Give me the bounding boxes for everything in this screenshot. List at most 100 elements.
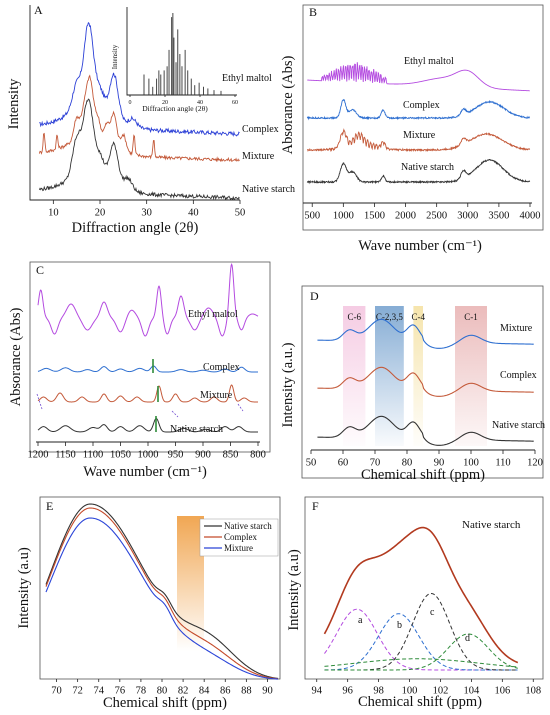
a-inset-x-tick-label-0: 0 xyxy=(129,100,132,106)
a-x-tick-label-10: 10 xyxy=(48,208,59,219)
series-e-native-starch xyxy=(45,503,279,680)
panel-b-xlabel: Wave number (cm⁻¹) xyxy=(358,238,482,254)
series-a-native-starch xyxy=(38,98,240,201)
f-x-tick-label-94: 94 xyxy=(311,686,322,697)
label-b-complex: Complex xyxy=(403,100,440,111)
region-1 xyxy=(375,306,404,446)
panel-b-frame xyxy=(302,4,544,231)
panel-d-regions: C-6 C-2,3,5 C-4 C-1 xyxy=(343,306,487,446)
series-a-complex xyxy=(39,21,240,137)
region-label-1: C-2,3,5 xyxy=(376,312,404,322)
panel-f: F Native starch 94 96 98 100 102 104 106 108 Ch… xyxy=(286,496,544,710)
e-x-tick-label-72: 72 xyxy=(72,686,83,697)
series-f-c xyxy=(324,592,518,671)
series-d-native-starch xyxy=(317,415,534,446)
e-x-tick-label-78: 78 xyxy=(136,686,147,697)
label-f-c: c xyxy=(430,607,435,618)
inset-ylabel: Intensity xyxy=(111,44,119,69)
region-0 xyxy=(343,306,366,446)
series-f-d xyxy=(324,633,518,671)
e-x-tick-label-90: 90 xyxy=(262,686,273,697)
a-x-tick-label-40: 40 xyxy=(188,208,199,219)
series-b-complex xyxy=(306,98,531,121)
d-x-tick-label-70: 70 xyxy=(370,458,381,469)
f-x-tick-label-102: 102 xyxy=(433,686,449,697)
c-x-tick-label-950: 950 xyxy=(168,450,184,461)
region-2 xyxy=(413,306,423,446)
arrow-1 xyxy=(36,393,43,410)
panel-e-label: E xyxy=(46,499,53,513)
b-x-tick-label-4000: 4000 xyxy=(520,211,541,222)
panel-d-xticks: 50 60 70 80 90 100 110 120 xyxy=(306,450,543,469)
panel-c-label: C xyxy=(36,263,44,277)
label-c-ethyl-maltol: Ethyl maltol xyxy=(188,309,238,320)
b-x-tick-label-2500: 2500 xyxy=(426,211,447,222)
panel-d-label: D xyxy=(310,289,319,303)
e-x-tick-label-80: 80 xyxy=(157,686,168,697)
label-a-native: Native starch xyxy=(242,184,295,195)
series-f-b xyxy=(324,613,518,671)
panel-c-frame xyxy=(29,261,271,453)
label-c-complex: Complex xyxy=(203,362,240,373)
b-x-tick-label-3000: 3000 xyxy=(457,211,478,222)
series-b-ethyl-maltol xyxy=(307,62,530,92)
panel-d: D C-6 C-2,3,5 C-4 C-1 50 60 70 80 90 100 110 120 C… xyxy=(280,285,545,483)
label-b-mixture: Mixture xyxy=(403,130,436,141)
f-x-tick-label-96: 96 xyxy=(342,686,353,697)
d-x-tick-label-110: 110 xyxy=(495,458,510,469)
panel-a-xticks: 10 20 30 40 50 xyxy=(48,200,245,219)
panel-c-xlabel: Wave number (cm⁻¹) xyxy=(83,464,207,480)
panel-f-title: Native starch xyxy=(462,519,521,531)
legend-mixture: Mixture xyxy=(224,543,253,553)
panel-b-ylabel: Absorance (Abs) xyxy=(280,56,296,155)
series-e-complex xyxy=(45,507,279,680)
panel-d-ylabel: Intensity (a.u.) xyxy=(280,342,296,427)
a-inset-x-tick-label-20: 20 xyxy=(162,100,168,106)
c-x-tick-label-1150: 1150 xyxy=(55,450,76,461)
panel-c-markers xyxy=(152,359,159,432)
panel-e: E 70 72 74 76 78 80 82 84 86 88 90 Chemical shift … xyxy=(16,496,281,711)
legend-native: Native starch xyxy=(224,521,272,531)
e-x-tick-label-76: 76 xyxy=(115,686,126,697)
region-label-2: C-4 xyxy=(411,312,425,322)
series-d-mixture xyxy=(317,318,534,349)
b-x-tick-label-3500: 3500 xyxy=(488,211,509,222)
b-x-tick-label-2000: 2000 xyxy=(395,211,416,222)
b-x-tick-label-1500: 1500 xyxy=(364,211,385,222)
c-x-tick-label-1200: 1200 xyxy=(28,450,49,461)
panel-f-label: F xyxy=(312,499,319,513)
d-x-tick-label-90: 90 xyxy=(434,458,445,469)
panel-f-frame xyxy=(304,496,544,680)
panel-d-frame xyxy=(301,285,544,479)
series-e-mixture xyxy=(45,517,279,680)
panel-f-xticks: 94 96 98 100 102 104 106 108 xyxy=(311,679,541,697)
inset-ethyl-maltol-pattern xyxy=(143,13,222,95)
d-x-tick-label-120: 120 xyxy=(527,458,543,469)
panel-a-ylabel: Intensity xyxy=(6,78,22,129)
series-c-mixture xyxy=(37,384,258,403)
label-b-ethyl-maltol: Ethyl maltol xyxy=(404,56,454,67)
legend-complex: Complex xyxy=(224,532,257,542)
d-x-tick-label-80: 80 xyxy=(402,458,413,469)
d-x-tick-label-50: 50 xyxy=(306,458,317,469)
f-x-tick-label-100: 100 xyxy=(402,686,418,697)
region-label-3: C-1 xyxy=(464,312,478,322)
region-label-0: C-6 xyxy=(347,312,361,322)
c-x-tick-label-1100: 1100 xyxy=(83,450,104,461)
panel-b-xticks: 500 1000 1500 2000 2500 3000 3500 4000 xyxy=(304,203,541,222)
panel-e-legend: Native starch Complex Mixture xyxy=(199,518,279,557)
label-f-d: d xyxy=(465,633,470,644)
a-x-tick-label-50: 50 xyxy=(235,208,246,219)
label-a-ethyl-maltol: Ethyl maltol xyxy=(222,73,272,84)
b-x-tick-label-500: 500 xyxy=(304,211,320,222)
e-x-tick-label-74: 74 xyxy=(93,686,104,697)
a-inset-x-tick-label-60: 60 xyxy=(232,100,238,106)
label-a-complex: Complex xyxy=(242,124,279,135)
label-f-a: a xyxy=(358,615,363,626)
e-x-tick-label-88: 88 xyxy=(241,686,252,697)
f-x-tick-label-106: 106 xyxy=(494,686,510,697)
panel-a-axes xyxy=(29,5,240,201)
series-a-mixture xyxy=(38,74,240,163)
c-x-tick-label-850: 850 xyxy=(223,450,239,461)
